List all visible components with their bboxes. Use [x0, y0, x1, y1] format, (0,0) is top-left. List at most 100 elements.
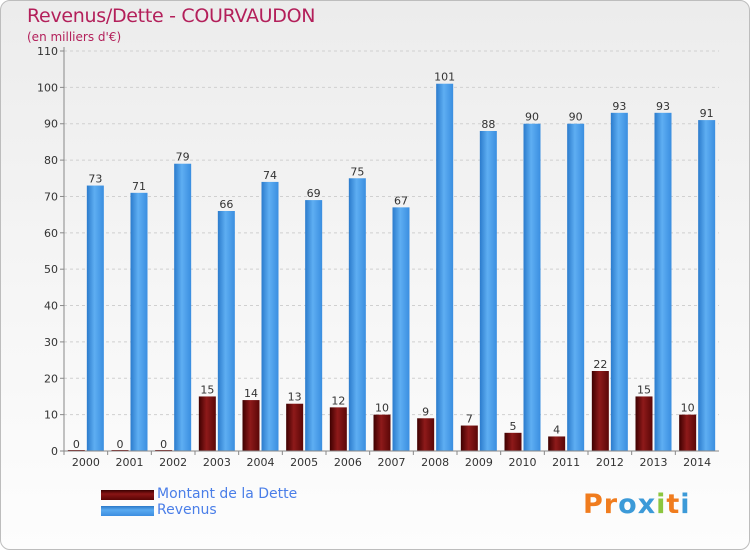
proxiti-logo: Proxiti [583, 489, 691, 520]
dette-value-label: 10 [375, 402, 389, 415]
dette-bar [417, 418, 435, 451]
revenus-bar [654, 112, 672, 452]
dette-bar [198, 396, 216, 451]
revenus-bar [436, 83, 454, 452]
logo-letter: r [603, 489, 619, 520]
x-tick-label: 2010 [509, 456, 537, 469]
revenus-value-label: 88 [481, 118, 495, 131]
x-tick-label: 2014 [683, 456, 711, 469]
logo-letter: t [666, 489, 681, 520]
logo-letter: i [680, 489, 691, 520]
y-tick-label: 10 [44, 409, 58, 422]
x-tick-label: 2002 [159, 456, 187, 469]
revenus-bar [305, 200, 323, 451]
revenus-bar [567, 123, 585, 452]
legend-swatch-dette [101, 490, 154, 500]
revenus-value-label: 101 [434, 71, 455, 84]
y-tick-label: 100 [37, 81, 58, 94]
logo-letter: o [618, 489, 638, 520]
dette-value-label: 15 [200, 383, 214, 396]
y-tick-label: 110 [37, 45, 58, 58]
dette-value-label: 14 [244, 387, 258, 400]
bars [67, 83, 716, 452]
dette-value-label: 0 [73, 438, 80, 451]
dette-bar [548, 436, 566, 451]
x-tick-label: 2004 [247, 456, 275, 469]
revenus-value-label: 71 [132, 180, 146, 193]
x-tick-label: 2000 [72, 456, 100, 469]
y-tick-label: 70 [44, 190, 58, 203]
x-tick-label: 2009 [465, 456, 493, 469]
revenus-value-label: 93 [656, 100, 670, 113]
dette-bar [460, 425, 478, 451]
dette-value-label: 13 [288, 391, 302, 404]
revenus-value-label: 74 [263, 169, 277, 182]
dette-bar [635, 396, 653, 451]
dette-bar [679, 414, 697, 451]
legend-swatch-revenus [101, 506, 154, 516]
revenus-bar [479, 131, 497, 451]
dette-bar [373, 414, 391, 451]
revenus-value-label: 75 [350, 165, 364, 178]
logo-letter: P [583, 489, 604, 520]
dette-value-label: 9 [422, 405, 429, 418]
x-tick-label: 2003 [203, 456, 231, 469]
dette-value-label: 10 [681, 402, 695, 415]
logo-letter: x [637, 489, 657, 520]
x-tick-label: 2011 [552, 456, 580, 469]
logo-letter: i [656, 489, 667, 520]
x-tick-label: 2008 [421, 456, 449, 469]
revenus-bar [130, 192, 148, 451]
legend-label-revenus: Revenus [157, 502, 217, 518]
dette-value-label: 5 [510, 420, 517, 433]
revenus-bar [348, 178, 366, 452]
revenus-value-label: 67 [394, 194, 408, 207]
dette-bar [329, 407, 347, 451]
revenus-bar [86, 185, 104, 451]
x-tick-label: 2006 [334, 456, 362, 469]
revenus-value-label: 79 [176, 151, 190, 164]
revenus-bar [610, 112, 628, 452]
x-tick-label: 2005 [290, 456, 318, 469]
revenus-bar [261, 181, 279, 451]
dette-value-label: 0 [160, 438, 167, 451]
y-tick-label: 30 [44, 336, 58, 349]
dette-value-label: 4 [553, 423, 560, 436]
dette-bar [504, 432, 522, 451]
x-tick-label: 2007 [378, 456, 406, 469]
y-tick-label: 90 [44, 118, 58, 131]
x-tick-label: 2012 [596, 456, 624, 469]
y-tick-label: 40 [44, 300, 58, 313]
dette-value-label: 0 [117, 438, 124, 451]
y-tick-label: 50 [44, 263, 58, 276]
revenus-value-label: 66 [219, 198, 233, 211]
revenus-bar [698, 120, 716, 451]
dette-bar [242, 400, 260, 451]
chart-subtitle: (en milliers d'€) [27, 30, 122, 44]
y-tick-label: 0 [51, 445, 58, 458]
dette-bar [591, 371, 609, 451]
y-tick-label: 80 [44, 154, 58, 167]
dette-value-label: 12 [331, 394, 345, 407]
y-tick-label: 60 [44, 227, 58, 240]
revenus-bar [523, 123, 541, 452]
x-tick-label: 2001 [116, 456, 144, 469]
revenus-value-label: 73 [88, 173, 102, 186]
revenus-value-label: 93 [612, 100, 626, 113]
revenus-bar [392, 207, 410, 451]
data-labels: 0 73 0 71 0 79 15 66 14 74 13 69 12 75 10 67 9 101 7 88 5 90 4… [73, 71, 714, 451]
chart-title: Revenus/Dette - COURVAUDON [27, 5, 316, 27]
revenus-value-label: 91 [700, 107, 714, 120]
revenus-bar [174, 163, 192, 451]
dette-value-label: 15 [637, 383, 651, 396]
legend-label-dette: Montant de la Dette [157, 486, 298, 502]
x-tick-label: 2013 [640, 456, 668, 469]
revenus-value-label: 90 [525, 111, 539, 124]
revenus-bar [217, 211, 235, 451]
y-tick-label: 20 [44, 372, 58, 385]
revenus-value-label: 69 [307, 187, 321, 200]
dette-value-label: 22 [593, 358, 607, 371]
